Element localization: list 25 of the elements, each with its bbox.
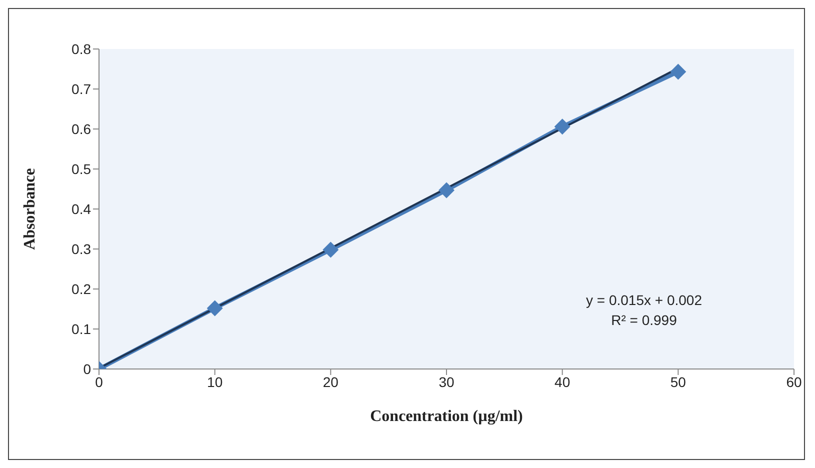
x-tick-label: 30 xyxy=(438,374,454,390)
x-tick-label: 20 xyxy=(322,374,339,390)
annotation: y = 0.015x + 0.002 xyxy=(585,292,703,308)
y-tick-label: 0.4 xyxy=(72,200,92,217)
y-tick-label: 0.7 xyxy=(72,80,92,97)
y-tick-label: 0.8 xyxy=(72,40,92,57)
point xyxy=(438,182,454,198)
x-tick-label: 10 xyxy=(207,374,223,390)
x-axis-title: Concentration (µg/ml) xyxy=(370,408,523,425)
x-tick-label: 40 xyxy=(554,374,570,390)
x-tick-label: 50 xyxy=(670,374,686,390)
y-tick-label: 0.5 xyxy=(72,160,92,177)
point xyxy=(322,242,339,258)
x-tick-label: 60 xyxy=(786,374,802,390)
annotation: R² = 0.999 xyxy=(610,312,678,328)
y-tick-label: 0.3 xyxy=(72,240,92,257)
y-tick-label: 0 xyxy=(83,360,92,377)
y-axis-title: Absorbance xyxy=(22,168,39,250)
x-tick-label: 0 xyxy=(95,374,104,390)
point xyxy=(554,118,570,135)
y-tick-label: 0.6 xyxy=(72,120,92,137)
point xyxy=(206,300,223,316)
y-tick-label: 0.1 xyxy=(72,320,92,337)
point xyxy=(670,64,686,80)
y-tick-label: 0.2 xyxy=(72,280,92,297)
